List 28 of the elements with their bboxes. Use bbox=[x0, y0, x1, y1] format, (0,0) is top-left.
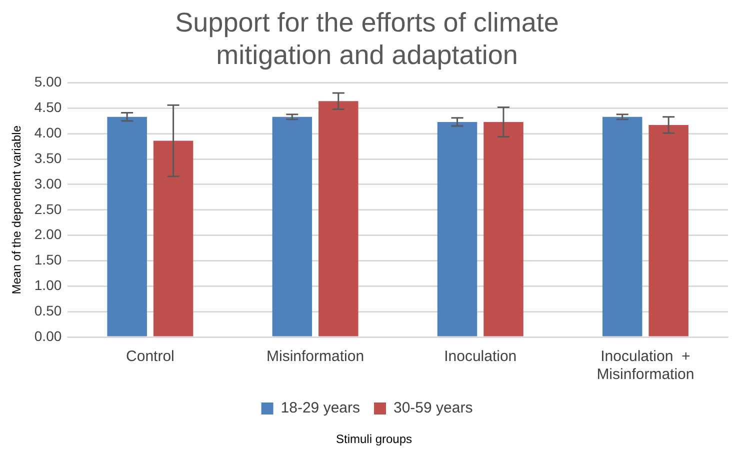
bar bbox=[318, 101, 358, 336]
bar bbox=[107, 116, 147, 336]
x-tick-label: Inoculation bbox=[444, 348, 517, 366]
y-tick-label: 4.00 bbox=[34, 124, 62, 140]
x-tick-label: Inoculation + Misinformation bbox=[596, 348, 694, 384]
bar bbox=[272, 116, 312, 336]
bar bbox=[153, 140, 194, 336]
y-axis-title: Mean of the dependent variable bbox=[10, 125, 24, 294]
legend-label: 30-59 years bbox=[394, 400, 473, 417]
bar bbox=[648, 124, 688, 336]
y-tick-label: 1.50 bbox=[34, 252, 62, 268]
y-tick-label: 3.50 bbox=[34, 150, 62, 166]
x-tick-label: Control bbox=[126, 348, 174, 366]
y-tick-label: 2.50 bbox=[34, 200, 62, 217]
y-tick-label: 1.00 bbox=[34, 277, 62, 294]
y-tick-label: 0.50 bbox=[34, 302, 62, 318]
bar bbox=[484, 122, 524, 336]
bar bbox=[437, 122, 478, 336]
bar bbox=[602, 116, 642, 336]
y-tick-label: 0.00 bbox=[34, 328, 62, 344]
y-tick-label: 4.50 bbox=[34, 99, 62, 116]
y-tick-label: 5.00 bbox=[34, 74, 62, 90]
x-axis-title: Stimuli groups bbox=[334, 432, 414, 446]
legend-label: 18-29 years bbox=[280, 400, 360, 417]
chart-title: Support for the efforts of climate mitigation and adaptation bbox=[175, 8, 559, 70]
y-tick-label: 2.00 bbox=[34, 226, 62, 242]
y-tick-label: 3.00 bbox=[34, 175, 62, 192]
x-tick-label: Misinformation bbox=[266, 348, 364, 366]
